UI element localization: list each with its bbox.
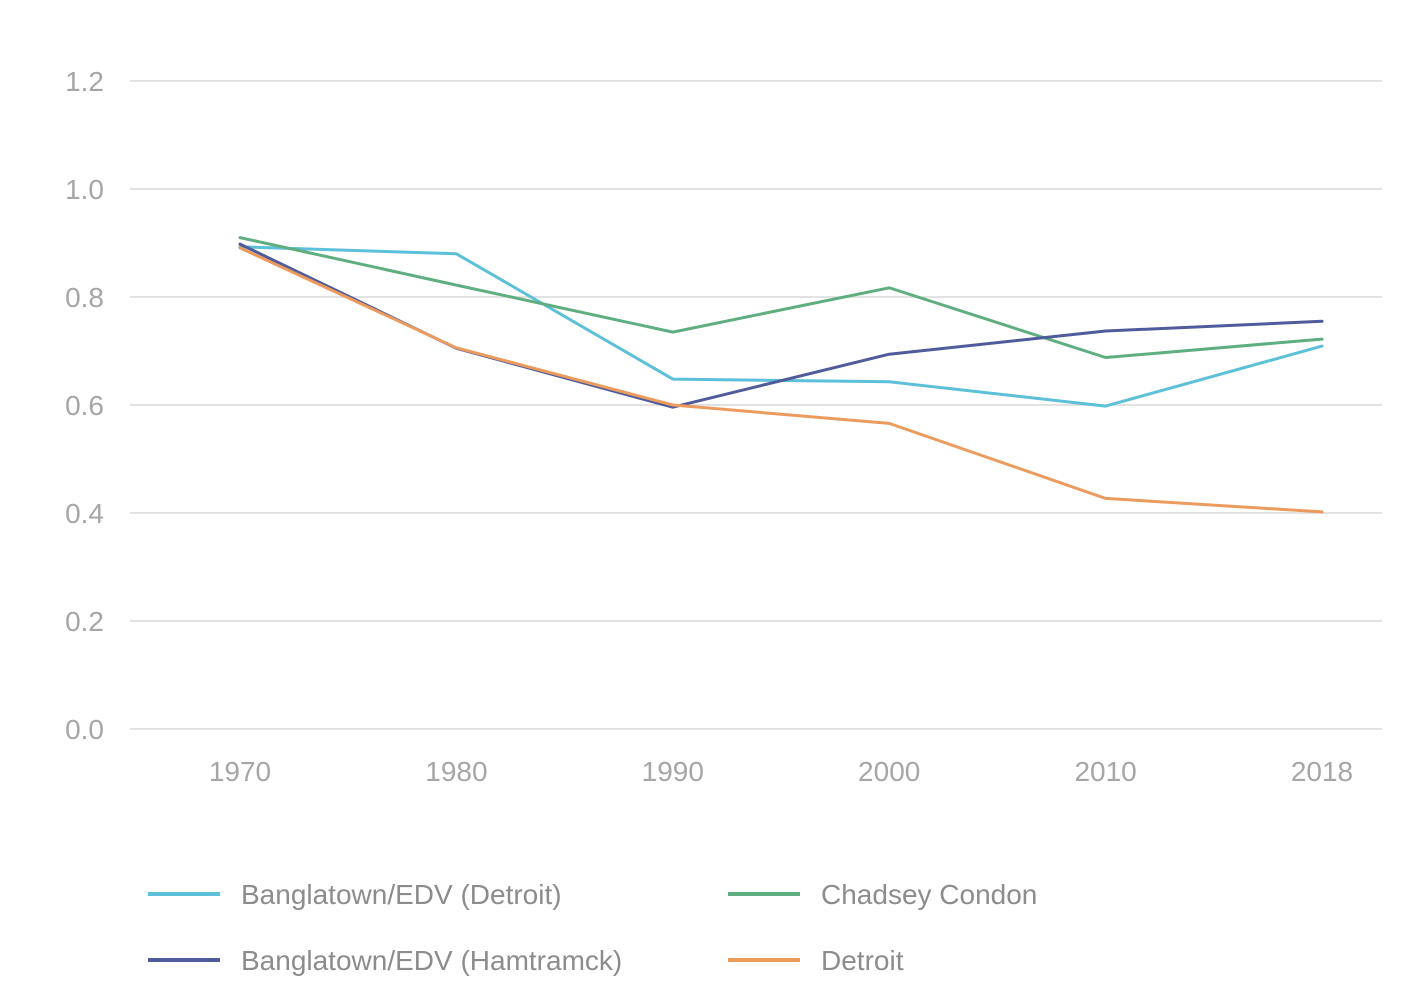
y-tick-label: 0.6 [65,390,104,421]
series-lines [238,236,1324,514]
x-tick-label: 2000 [858,756,920,787]
x-tick-label: 1970 [209,756,271,787]
legend-item: Banglatown/EDV (Hamtramck) [148,945,622,976]
legend-label: Banglatown/EDV (Detroit) [241,879,562,910]
legend-label: Chadsey Condon [821,879,1037,910]
series-line-3 [238,242,1324,409]
y-tick-label: 0.0 [65,714,104,745]
legend: Banglatown/EDV (Detroit) Chadsey Condon Ba… [148,879,1037,976]
x-tick-label: 1980 [425,756,487,787]
x-tick-label: 2018 [1291,756,1353,787]
y-tick-label: 0.8 [65,282,104,313]
x-tick-label: 1990 [642,756,704,787]
x-axis-ticks: 1970 1980 1990 2000 2010 2018 [209,756,1353,787]
series-line-2 [238,236,1324,359]
legend-label: Detroit [821,945,904,976]
x-tick-label: 2010 [1074,756,1136,787]
legend-label: Banglatown/EDV (Hamtramck) [241,945,622,976]
legend-item: Banglatown/EDV (Detroit) [148,879,562,910]
legend-item: Chadsey Condon [728,879,1037,910]
legend-item: Detroit [728,945,904,976]
y-tick-label: 0.2 [65,606,104,637]
y-axis-ticks: 0.0 0.2 0.4 0.6 0.8 1.0 1.2 [65,66,104,745]
grid [130,80,1382,730]
y-tick-label: 0.4 [65,498,104,529]
y-tick-label: 1.0 [65,174,104,205]
y-tick-label: 1.2 [65,66,104,97]
series-line-4 [238,246,1324,514]
